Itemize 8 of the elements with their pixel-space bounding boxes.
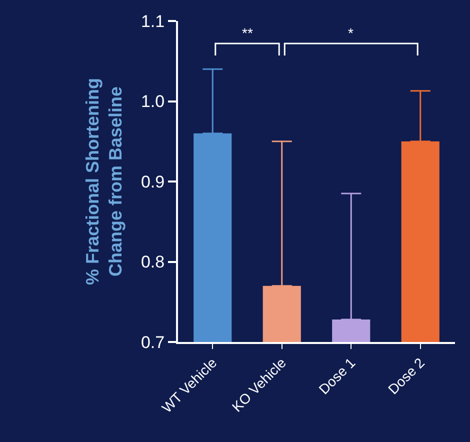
y-tick-label: 1.0 [140, 92, 165, 112]
annotation: * [348, 25, 354, 41]
y-tick-label: 0.7 [140, 332, 165, 352]
y-tick-label: 0.8 [140, 252, 165, 272]
y-tick-label: 1.1 [140, 12, 165, 31]
y-axis-title: % Fractional Shortening Change from Baseline [82, 78, 126, 286]
y-tick-label: 0.9 [140, 172, 165, 192]
annotation: ** [242, 25, 254, 41]
